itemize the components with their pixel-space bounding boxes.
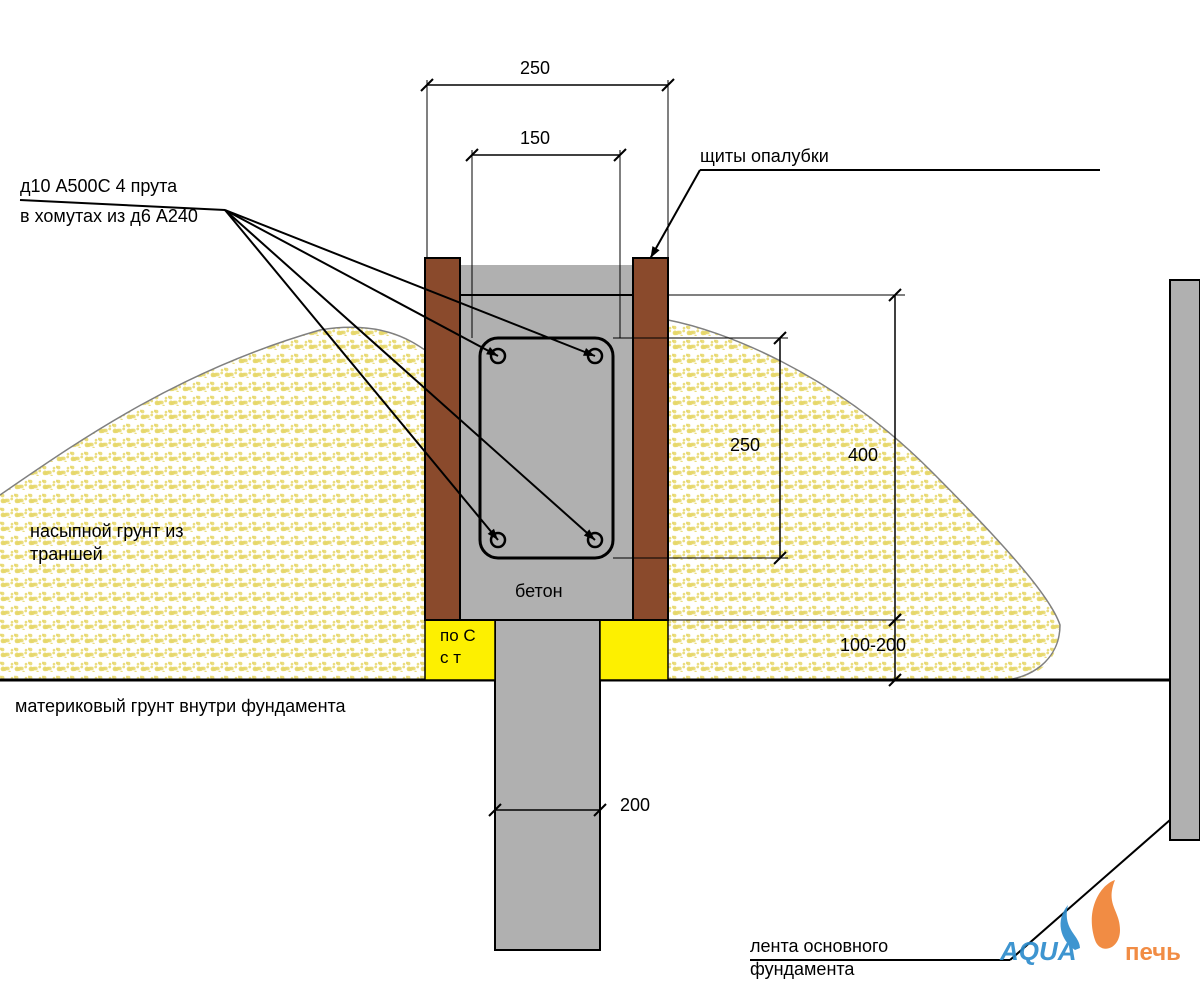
sand-cushion-right bbox=[600, 620, 668, 680]
concrete-label: бетон bbox=[515, 580, 563, 603]
sand-partial-label: по С с т bbox=[440, 625, 476, 669]
rebar-spec-line1: д10 А500С 4 прута bbox=[20, 175, 177, 198]
formwork-left bbox=[425, 258, 460, 620]
dim-100-200: 100-200 bbox=[840, 635, 906, 656]
formwork-right bbox=[633, 258, 668, 620]
svg-text:печь: печь bbox=[1125, 939, 1181, 966]
dim-400-right: 400 bbox=[848, 445, 878, 466]
svg-text:AQUA: AQUA bbox=[999, 936, 1077, 966]
diagram-canvas: AQUA печь bbox=[0, 0, 1200, 1003]
strip-found-label: лента основного фундамента bbox=[750, 935, 888, 982]
fill-soil-label: насыпной грунт из траншей bbox=[30, 520, 184, 567]
dim-150-top: 150 bbox=[520, 128, 550, 149]
pier-below bbox=[495, 620, 600, 950]
dim-250-right: 250 bbox=[730, 435, 760, 456]
dim-200-pier: 200 bbox=[620, 795, 650, 816]
rebar-spec-line2: в хомутах из д6 А240 bbox=[20, 205, 198, 228]
dim-250-top: 250 bbox=[520, 58, 550, 79]
leader-formwork bbox=[651, 170, 701, 258]
formwork-label: щиты опалубки bbox=[700, 145, 829, 168]
native-soil-label: материковый грунт внутри фундамента bbox=[15, 695, 346, 718]
watermark-logo: AQUA печь bbox=[999, 880, 1181, 966]
strip-foundation-wall bbox=[1170, 280, 1200, 840]
